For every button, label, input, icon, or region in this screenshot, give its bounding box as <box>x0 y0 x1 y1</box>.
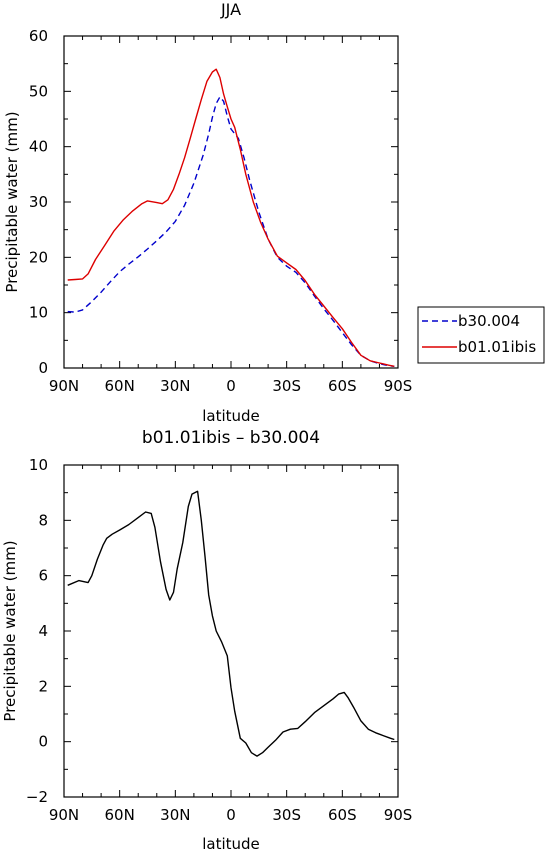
top-x-tick-label: 60S <box>328 377 357 395</box>
top-y-tick-label: 0 <box>38 359 48 377</box>
bottom-chart-panel: b01.01ibis – b30.004 90N 60N 30N 0 30S 60S 90S… <box>1 428 412 851</box>
top-y-tick-label: 30 <box>29 193 48 211</box>
bottom-chart-frame <box>63 464 399 798</box>
legend-label-b30-004: b30.004 <box>458 312 520 330</box>
top-chart-xlabel: latitude <box>202 407 260 425</box>
top-x-tick-label: 30N <box>160 377 190 395</box>
bottom-chart-plot-area: 90N 60N 30N 0 30S 60S 90S −2 0 2 4 6 8 10 <box>26 456 412 824</box>
top-series-line-b30-004 <box>67 96 395 367</box>
top-x-tick-label: 90N <box>49 377 79 395</box>
bottom-chart-title: b01.01ibis – b30.004 <box>142 428 320 448</box>
bottom-x-tick-label: 90S <box>384 806 413 824</box>
bottom-y-tick-label: 4 <box>38 622 48 640</box>
bottom-y-tick-label: 6 <box>38 567 48 585</box>
top-chart-frame <box>63 35 399 369</box>
bottom-y-tick-label: 2 <box>38 677 48 695</box>
top-chart-title: JJA <box>220 0 241 19</box>
bottom-y-tick-label: −2 <box>26 788 48 806</box>
bottom-y-tick-label: 10 <box>29 456 48 474</box>
legend-label-b01-01ibis: b01.01ibis <box>458 338 536 356</box>
top-x-tick-label: 90S <box>384 377 413 395</box>
bottom-chart-ylabel: Precipitable water (mm) <box>1 540 19 721</box>
top-y-tick-label: 50 <box>29 82 48 100</box>
top-chart-plot-area: 90N 60N 30N 0 30S 60S 90S 0 10 20 30 40 50 60 <box>29 27 412 395</box>
top-y-tick-label: 10 <box>29 304 48 322</box>
top-x-tick-label: 30S <box>272 377 301 395</box>
top-chart-panel: JJA 90N 60N 30N 0 30S 60S 90S 0 10 20 30 40 50 60 lat… <box>3 0 412 425</box>
bottom-y-tick-label: 8 <box>38 511 48 529</box>
bottom-x-tick-label: 60N <box>105 806 135 824</box>
bottom-chart-xlabel: latitude <box>202 835 260 851</box>
top-x-tick-label: 0 <box>226 377 236 395</box>
top-chart-ylabel: Precipitable water (mm) <box>3 111 21 292</box>
bottom-x-tick-label: 0 <box>226 806 236 824</box>
top-y-tick-label: 20 <box>29 248 48 266</box>
top-chart-legend: b30.004 b01.01ibis <box>417 306 545 364</box>
legend-box <box>417 306 545 364</box>
top-y-tick-label: 60 <box>29 27 48 45</box>
bottom-x-tick-label: 60S <box>328 806 357 824</box>
bottom-y-tick-label: 0 <box>38 733 48 751</box>
bottom-x-tick-label: 90N <box>49 806 79 824</box>
bottom-x-tick-label: 30S <box>272 806 301 824</box>
bottom-series-line-difference <box>67 490 395 757</box>
top-y-tick-label: 40 <box>29 138 48 156</box>
top-x-tick-label: 60N <box>105 377 135 395</box>
bottom-x-tick-label: 30N <box>160 806 190 824</box>
top-series-line-b01-01ibis <box>67 68 395 367</box>
